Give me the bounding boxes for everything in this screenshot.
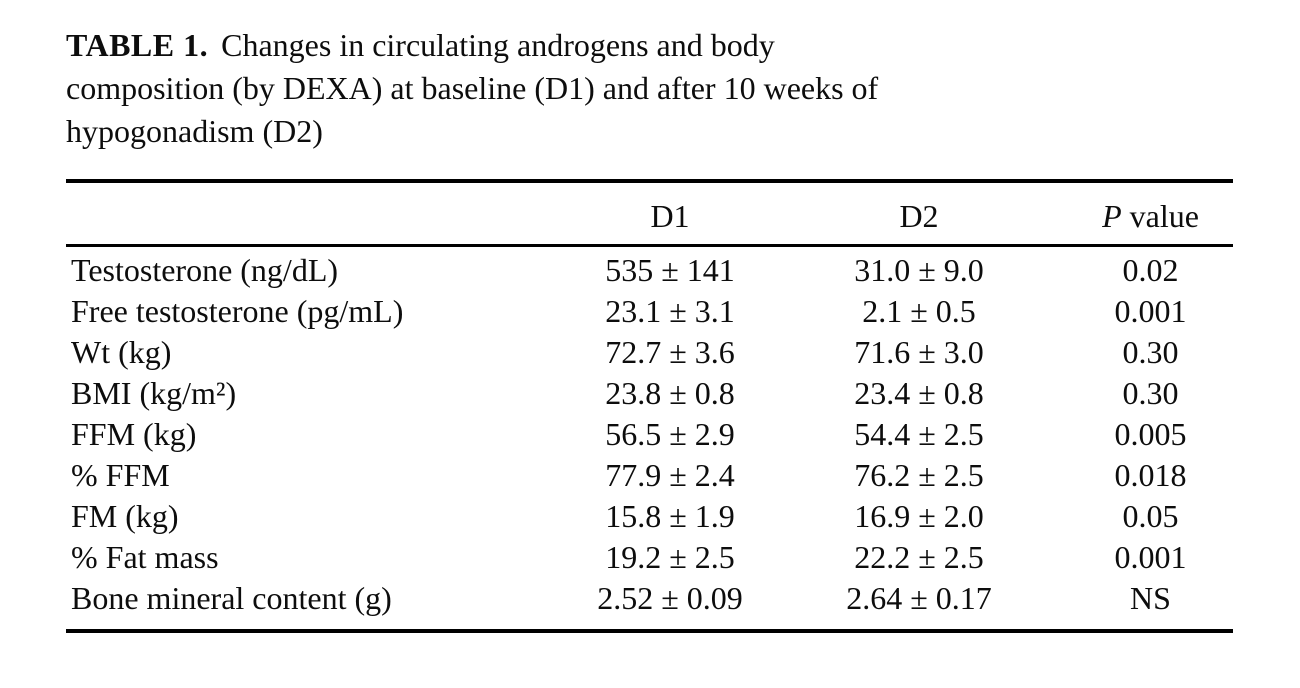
header-row: D1 D2 P value bbox=[66, 181, 1233, 246]
data-table: D1 D2 P value Testosterone (ng/dL) 535 ±… bbox=[66, 179, 1233, 633]
d2-value: 2.64 ± 0.17 bbox=[846, 580, 992, 616]
d1-value: 19.2 ± 2.5 bbox=[605, 539, 735, 575]
row-label: Wt (kg) bbox=[71, 334, 172, 370]
d2-value: 2.1 ± 0.5 bbox=[862, 293, 976, 329]
d1-value: 23.1 ± 3.1 bbox=[605, 293, 735, 329]
p-value: 0.001 bbox=[1114, 539, 1187, 575]
d1-value: 15.8 ± 1.9 bbox=[605, 498, 735, 534]
caption-line-1: TABLE 1. Changes in circulating androgens… bbox=[66, 24, 1233, 67]
d2-value: 76.2 ± 2.5 bbox=[854, 457, 984, 493]
row-label: Free testosterone (pg/mL) bbox=[71, 293, 404, 329]
caption-line-2: composition (by DEXA) at baseline (D1) a… bbox=[66, 70, 879, 106]
table-header: D1 D2 P value bbox=[66, 181, 1233, 246]
d2-value: 54.4 ± 2.5 bbox=[854, 416, 984, 452]
d2-value: 31.0 ± 9.0 bbox=[854, 252, 984, 288]
p-value: 0.018 bbox=[1114, 457, 1187, 493]
d2-value: 22.2 ± 2.5 bbox=[854, 539, 984, 575]
row-label: % FFM bbox=[71, 457, 170, 493]
table-row-bone-mineral-content: Bone mineral content (g) 2.52 ± 0.09 2.6… bbox=[66, 578, 1233, 631]
p-value: NS bbox=[1130, 580, 1171, 616]
table-row-fm: FM (kg) 15.8 ± 1.9 16.9 ± 2.0 0.05 bbox=[66, 496, 1233, 537]
row-label: BMI (kg/m²) bbox=[71, 375, 237, 411]
p-value: 0.30 bbox=[1122, 334, 1179, 370]
p-value: 0.001 bbox=[1114, 293, 1187, 329]
table-body: Testosterone (ng/dL) 535 ± 141 31.0 ± 9.… bbox=[66, 246, 1233, 632]
d2-value: 16.9 ± 2.0 bbox=[854, 498, 984, 534]
row-label: FM (kg) bbox=[71, 498, 179, 534]
table-row-weight: Wt (kg) 72.7 ± 3.6 71.6 ± 3.0 0.30 bbox=[66, 332, 1233, 373]
table-row-testosterone: Testosterone (ng/dL) 535 ± 141 31.0 ± 9.… bbox=[66, 246, 1233, 292]
row-label: % Fat mass bbox=[71, 539, 219, 575]
caption-text-1: Changes in circulating androgens and bod… bbox=[221, 27, 775, 63]
d1-value: 72.7 ± 3.6 bbox=[605, 334, 735, 370]
d2-value: 23.4 ± 0.8 bbox=[854, 375, 984, 411]
row-label: Bone mineral content (g) bbox=[71, 580, 392, 616]
p-value: 0.05 bbox=[1122, 498, 1179, 534]
table-row-free-testosterone: Free testosterone (pg/mL) 23.1 ± 3.1 2.1… bbox=[66, 291, 1233, 332]
p-value: 0.005 bbox=[1114, 416, 1187, 452]
table-row-bmi: BMI (kg/m²) 23.8 ± 0.8 23.4 ± 0.8 0.30 bbox=[66, 373, 1233, 414]
d1-value: 2.52 ± 0.09 bbox=[597, 580, 743, 616]
d1-value: 535 ± 141 bbox=[605, 252, 735, 288]
table-row-ffm: FFM (kg) 56.5 ± 2.9 54.4 ± 2.5 0.005 bbox=[66, 414, 1233, 455]
d1-value: 77.9 ± 2.4 bbox=[605, 457, 735, 493]
column-header-d2: D2 bbox=[899, 198, 939, 234]
row-label: FFM (kg) bbox=[71, 416, 197, 452]
d2-value: 71.6 ± 3.0 bbox=[854, 334, 984, 370]
p-rest: value bbox=[1121, 198, 1199, 234]
p-italic: P bbox=[1102, 198, 1122, 234]
p-value: 0.02 bbox=[1122, 252, 1179, 288]
d1-value: 56.5 ± 2.9 bbox=[605, 416, 735, 452]
table-block: TABLE 1. Changes in circulating androgens… bbox=[66, 24, 1233, 633]
d1-value: 23.8 ± 0.8 bbox=[605, 375, 735, 411]
table-row-pct-ffm: % FFM 77.9 ± 2.4 76.2 ± 2.5 0.018 bbox=[66, 455, 1233, 496]
table-row-pct-fat-mass: % Fat mass 19.2 ± 2.5 22.2 ± 2.5 0.001 bbox=[66, 537, 1233, 578]
column-header-d1: D1 bbox=[650, 198, 690, 234]
column-header-p-value: P value bbox=[1068, 181, 1233, 246]
row-label: Testosterone (ng/dL) bbox=[71, 252, 339, 288]
table-caption: TABLE 1. Changes in circulating androgens… bbox=[66, 24, 1233, 153]
p-value: 0.30 bbox=[1122, 375, 1179, 411]
header-empty bbox=[66, 181, 570, 246]
table-number-label: TABLE 1. bbox=[66, 27, 209, 63]
caption-line-3: hypogonadism (D2) bbox=[66, 113, 323, 149]
